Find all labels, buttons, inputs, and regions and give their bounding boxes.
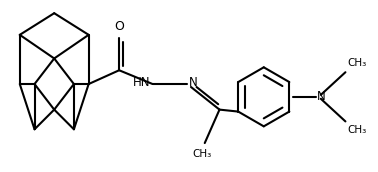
Text: CH₃: CH₃ [192, 149, 211, 159]
Text: CH₃: CH₃ [347, 125, 367, 135]
Text: N: N [317, 90, 326, 103]
Text: HN: HN [133, 76, 150, 89]
Text: CH₃: CH₃ [347, 58, 367, 68]
Text: O: O [114, 20, 124, 33]
Text: N: N [189, 76, 198, 89]
